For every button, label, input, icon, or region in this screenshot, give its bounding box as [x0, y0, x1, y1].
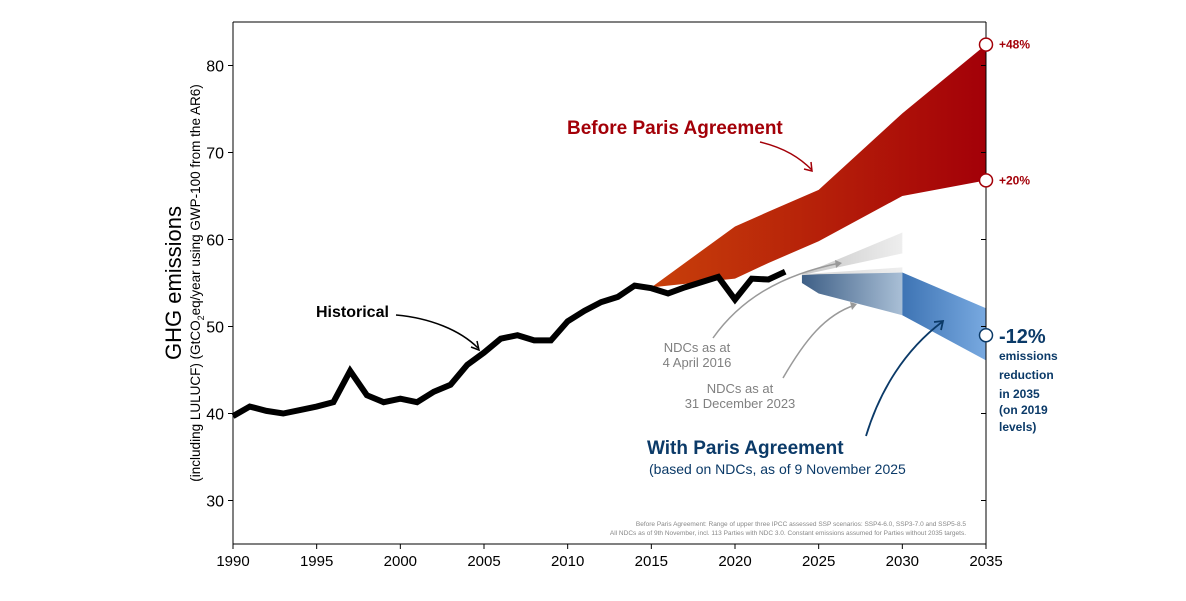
band-ndcs-as-at-31-december-2023	[801, 267, 903, 276]
x-tick-label: 1995	[300, 553, 333, 570]
y-tick-label: 50	[206, 320, 224, 337]
with-paris-arrowhead	[933, 319, 945, 331]
x-tick-label: 1990	[216, 553, 249, 570]
bands-layer	[651, 44, 986, 361]
historical-line	[231, 268, 787, 419]
with-paris-arrow	[865, 321, 943, 437]
band-with-paris-agreement-2035	[902, 272, 986, 361]
marker-2035-circle	[978, 173, 994, 188]
x-tick-label: 2025	[802, 553, 835, 570]
y-tick-label: 30	[206, 494, 224, 511]
marker-2035-label: +48%	[999, 38, 1030, 52]
reduction-note: emissions reduction in 2035 (on 2019 lev…	[999, 349, 1061, 434]
footnote-line-2: All NDCs as of 9th November, incl. 113 P…	[610, 530, 966, 537]
before-paris-arrowhead	[803, 161, 813, 172]
ylabel-sub: (including LULUCF) (GtCO2eq/year using G…	[188, 84, 206, 481]
x-tick-label: 2015	[635, 553, 668, 570]
ylabel: GHG emissions	[161, 206, 186, 360]
with-paris-label: With Paris Agreement	[647, 438, 844, 459]
y-tick-label: 80	[206, 59, 224, 76]
band-before-paris-agreement	[651, 44, 986, 288]
y-tick-label: 40	[206, 407, 224, 424]
y-tick-label: 60	[206, 233, 224, 250]
historical-arrowhead	[470, 340, 481, 352]
x-tick-label: 2030	[886, 553, 919, 570]
annotations-layer: GHG emissions (including LULUCF) (GtCO2e…	[161, 84, 1061, 537]
before-paris-arrow	[759, 141, 813, 171]
ndc-2023-arrowhead	[850, 302, 857, 310]
axes-layer: 1990 1995 2000 2005 2010 2015 2020 2025 2030 2035…	[206, 21, 1003, 570]
with-paris-sublabel: (based on NDCs, as of 9 November 2025	[649, 461, 906, 477]
x-tick-label: 2010	[551, 553, 584, 570]
historical-arrow	[395, 314, 479, 349]
y-tick-label: 70	[206, 146, 224, 163]
x-tick-label: 2035	[969, 553, 1002, 570]
marker-2035-circle	[978, 37, 994, 52]
lines-layer	[231, 268, 787, 419]
ndc-2023-label: NDCs as at 31 December 2023	[685, 381, 796, 411]
x-tick-label: 2005	[467, 553, 500, 570]
x-tick-label: 2020	[718, 553, 751, 570]
ndc-2016-label: NDCs as at 4 April 2016	[663, 340, 732, 370]
marker-2035-label: -12%	[999, 326, 1046, 348]
marker-2035-circle	[978, 327, 994, 343]
marker-2035-label: +20%	[999, 173, 1030, 187]
ndc-2023-arrow	[782, 304, 856, 379]
markers-layer: +48% +20% -12%	[978, 37, 1046, 348]
ndc-2016-arrowhead	[835, 260, 842, 268]
x-tick-label: 2000	[384, 553, 417, 570]
ndc-2016-arrow	[712, 262, 841, 339]
footnote-line-1: Before Paris Agreement: Range of upper t…	[636, 521, 967, 528]
historical-label: Historical	[316, 304, 389, 321]
band-ndcs-as-at-4-april-2016	[801, 232, 903, 276]
band-with-paris-agreement-ndcs-to-2030	[801, 272, 903, 316]
before-paris-label: Before Paris Agreement	[567, 118, 783, 139]
